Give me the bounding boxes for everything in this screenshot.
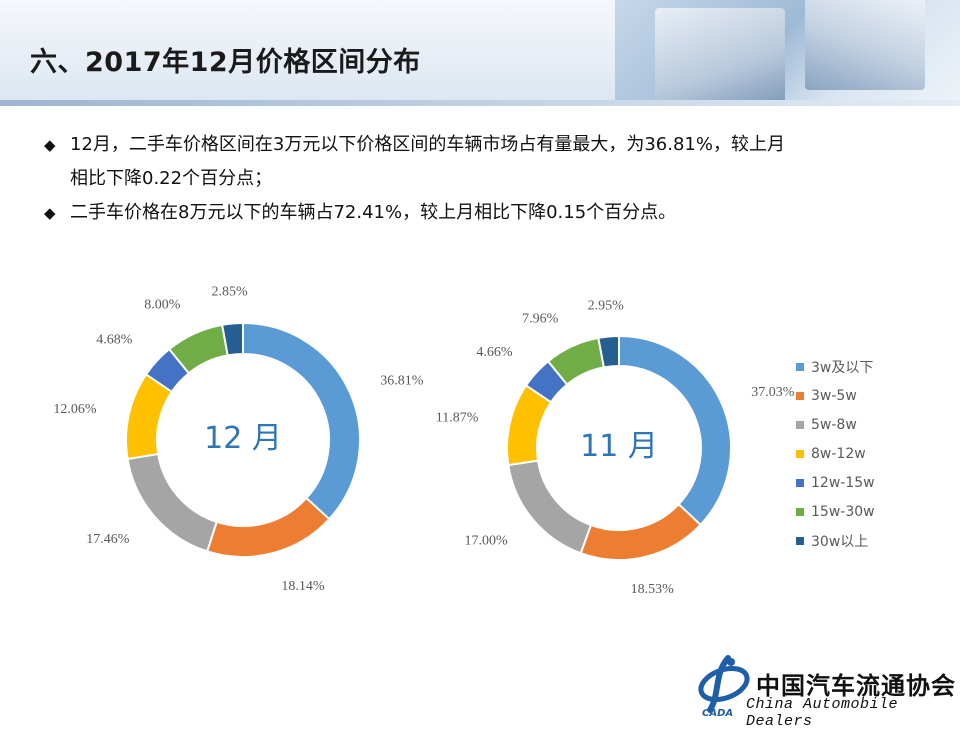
legend-item: 8w-12w — [796, 439, 875, 468]
data-label: 2.85% — [212, 285, 249, 300]
header-divider — [0, 100, 960, 106]
legend-item: 30w以上 — [796, 526, 875, 555]
legend-item: 3w-5w — [796, 381, 875, 410]
legend-label: 8w-12w — [811, 445, 866, 462]
bullet-text: 相比下降0.22个百分点； — [70, 168, 273, 189]
data-label: 36.81% — [380, 374, 424, 389]
data-label: 17.46% — [86, 532, 130, 547]
bullet-text: 二手车价格在8万元以下的车辆占72.41%，较上月相比下降0.15个百分点。 — [70, 202, 677, 223]
legend-swatch — [796, 478, 804, 487]
data-label: 17.00% — [465, 533, 509, 548]
logo-chinese-name: 中国汽车流通协会 — [756, 671, 956, 700]
header-banner — [0, 0, 960, 104]
data-label: 12.06% — [53, 402, 97, 417]
bullet-item: ◆ 二手车价格在8万元以下的车辆占72.41%，较上月相比下降0.15个百分点。 — [44, 196, 924, 230]
header-cube-image — [805, 0, 925, 90]
donut-slice — [242, 321, 361, 521]
legend-label: 15w-30w — [811, 503, 875, 520]
legend-item: 5w-8w — [796, 410, 875, 439]
legend-item: 12w-15w — [796, 468, 875, 497]
diamond-bullet-icon: ◆ — [44, 136, 56, 154]
legend-swatch — [796, 362, 804, 371]
page-title: 六、2017年12月价格区间分布 — [30, 47, 421, 78]
bullet-list: ◆ 12月，二手车价格区间在3万元以下价格区间的车辆市场占有量最大，为36.81… — [44, 128, 924, 230]
legend-swatch — [796, 449, 804, 458]
data-label: 18.53% — [631, 582, 675, 597]
data-label: 8.00% — [144, 298, 181, 313]
data-label: 4.68% — [96, 333, 133, 348]
legend-label: 3w-5w — [811, 387, 857, 404]
donut-slice — [579, 502, 702, 561]
cada-logo-icon: CADA — [698, 655, 750, 718]
data-label: 18.14% — [281, 579, 325, 594]
diamond-bullet-icon: ◆ — [44, 204, 56, 222]
bullet-item: ◆ 12月，二手车价格区间在3万元以下价格区间的车辆市场占有量最大，为36.81… — [44, 128, 924, 196]
donut-center-label: 12 月 — [204, 421, 282, 456]
data-label: 2.95% — [588, 299, 625, 314]
legend-label: 5w-8w — [811, 416, 857, 433]
donut-slice — [597, 334, 620, 369]
legend-item: 15w-30w — [796, 497, 875, 526]
data-label: 7.96% — [522, 311, 559, 326]
donut-slice — [220, 321, 244, 357]
donut-slice — [205, 496, 331, 558]
donut-slice — [546, 336, 606, 386]
legend-label: 3w及以下 — [811, 359, 874, 376]
donut-center-label: 11 月 — [580, 429, 658, 464]
legend-swatch — [796, 536, 804, 545]
data-label: 37.03% — [751, 385, 795, 400]
chart-legend: 3w及以下 3w-5w 5w-8w 8w-12w 12w-15w 15w-30w… — [796, 352, 875, 555]
logo-english-name: China Automobile Dealers — [746, 696, 899, 730]
cada-logo: CADA 中国汽车流通协会 China Automobile Dealers — [690, 652, 960, 730]
svg-text:CADA: CADA — [702, 708, 733, 718]
donut-slice — [618, 334, 732, 527]
legend-item: 3w及以下 — [796, 352, 875, 381]
data-label: 4.66% — [476, 345, 513, 360]
donut-slice — [125, 373, 174, 461]
bullet-text: 12月，二手车价格区间在3万元以下价格区间的车辆市场占有量最大，为36.81%，… — [70, 134, 785, 155]
legend-swatch — [796, 420, 804, 429]
donut-slice — [144, 347, 191, 394]
legend-label: 12w-15w — [811, 474, 875, 491]
header-photo — [615, 0, 960, 104]
donut-slice — [507, 459, 593, 555]
donut-slice — [167, 323, 229, 375]
donut-slice — [524, 359, 569, 404]
legend-label: 30w以上 — [811, 533, 869, 550]
donut-slice — [126, 452, 218, 553]
data-label: 11.87% — [436, 411, 479, 426]
donut-slice — [506, 384, 553, 467]
legend-swatch — [796, 507, 804, 516]
header-cube-image — [655, 8, 785, 104]
legend-swatch — [796, 391, 804, 400]
